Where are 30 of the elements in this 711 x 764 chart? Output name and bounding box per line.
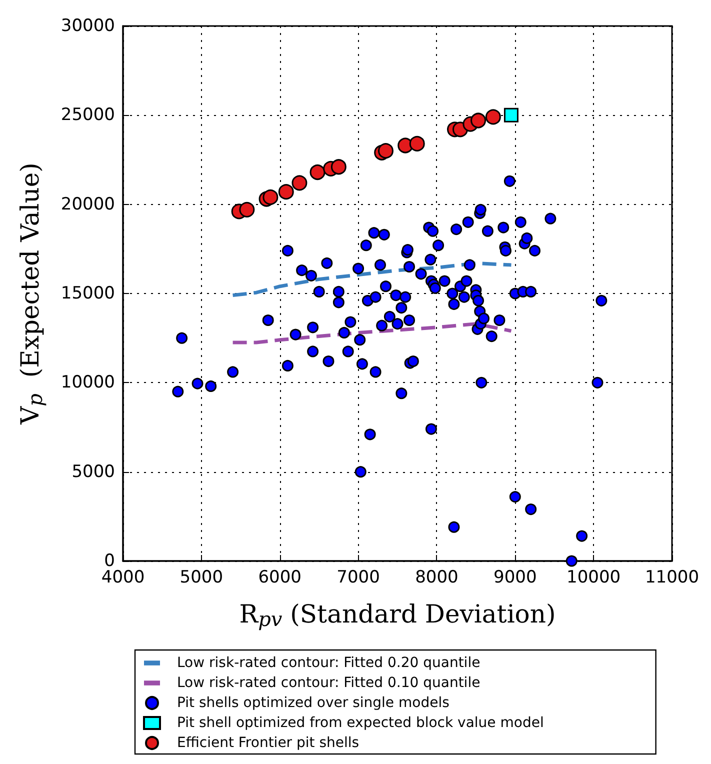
point [292,175,308,191]
x-tick-label: 11000 [644,568,700,588]
y-tick-label: 20000 [60,194,115,214]
y-tick-label: 30000 [60,16,115,36]
point [409,136,425,152]
x-tick-label: 6000 [258,568,302,588]
legend-label: Low risk-rated contour: Fitted 0.20 quantile [177,655,480,671]
y-tick-label: 15000 [60,284,115,304]
x-tick-label: 9000 [494,568,537,588]
y-axis-title: Vp (Expected Value) [16,162,47,426]
point [239,202,255,218]
x-tick-label: 8000 [415,568,458,588]
point [504,108,518,122]
point [485,109,501,125]
x-tick-label: 7000 [336,568,380,588]
point [262,189,278,205]
point [278,184,294,200]
point [310,164,326,180]
legend-label: Low risk-rated contour: Fitted 0.10 quantile [177,675,480,691]
y-tick-label: 10000 [60,372,115,393]
legend-label: Pit shell optimized from expected block value model [177,715,544,731]
point [330,159,346,175]
point [470,112,486,128]
legend-label: Pit shells optimized over single models [177,695,450,711]
legend-label: Efficient Frontier pit shells [177,735,360,751]
x-tick-label: 5000 [180,568,224,588]
y-tick-label: 25000 [60,105,115,126]
y-tick-label: 5000 [72,462,115,482]
point [378,143,394,159]
x-tick-label: 10000 [566,568,621,588]
